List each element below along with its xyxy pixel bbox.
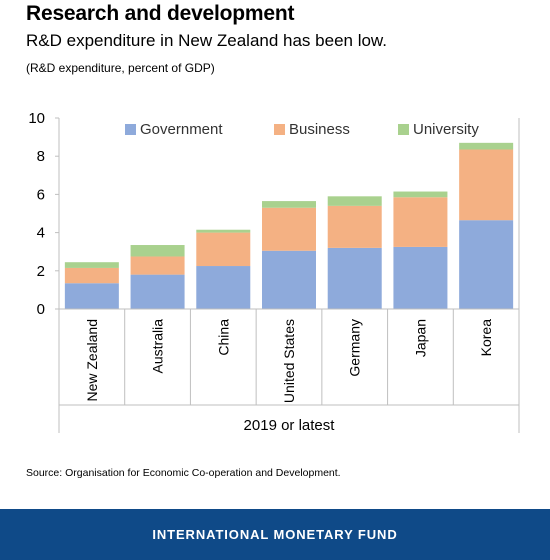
bar-business: [64, 267, 119, 284]
bar-government: [130, 274, 185, 309]
bar-government: [64, 283, 119, 309]
bar-university: [459, 142, 514, 150]
chart-subtitle: R&D expenditure in New Zealand has been …: [26, 31, 387, 50]
x-tick-label: Australia: [150, 319, 166, 374]
footer-label: INTERNATIONAL MONETARY FUND: [152, 527, 398, 542]
y-tick-label: 0: [37, 301, 45, 318]
chart-unit-note: (R&D expenditure, percent of GDP): [26, 61, 215, 75]
x-tick-label: Korea: [478, 319, 494, 357]
y-tick-label: 4: [37, 225, 45, 242]
legend-label-business: Business: [289, 121, 350, 138]
legend-label-university: University: [413, 121, 479, 138]
bar-government: [327, 247, 382, 309]
bar-business: [130, 256, 185, 275]
bar-government: [459, 220, 514, 309]
x-tick-label: China: [215, 319, 231, 356]
legend-swatch-business: [274, 124, 285, 135]
y-tick-label: 2: [37, 263, 45, 280]
bar-government: [262, 250, 316, 309]
bar-business: [459, 149, 514, 221]
legend-swatch-government: [125, 124, 136, 135]
legend-label-government: Government: [140, 121, 223, 138]
y-tick-label: 6: [37, 186, 45, 203]
x-axis-title: 2019 or latest: [244, 417, 336, 434]
stacked-bar-chart: 0 2 4 6 8 10 New Zealand Australia China United S…: [28, 110, 520, 434]
y-tick-label: 10: [28, 110, 45, 127]
bar-university: [64, 262, 119, 268]
footer-banner: INTERNATIONAL MONETARY FUND: [0, 509, 550, 560]
bar-university: [393, 191, 448, 198]
bar-university: [262, 201, 316, 208]
y-tick-label: 8: [37, 148, 45, 165]
source-note: Source: Organisation for Economic Co-ope…: [26, 467, 341, 479]
bar-business: [393, 197, 448, 247]
bar-university: [196, 229, 251, 233]
x-tick-label: New Zealand: [84, 319, 100, 402]
x-tick-label: Japan: [412, 319, 428, 357]
bar-university: [327, 196, 382, 206]
x-tick-label: United States: [281, 319, 297, 403]
x-tick-label: Germany: [347, 319, 363, 377]
bar-business: [262, 207, 316, 251]
bar-government: [393, 246, 448, 309]
bar-government: [196, 266, 251, 309]
chart-title: Research and development: [26, 2, 295, 25]
legend-swatch-university: [398, 124, 409, 135]
bar-business: [196, 232, 251, 267]
bar-business: [327, 205, 382, 248]
bar-university: [130, 245, 185, 257]
